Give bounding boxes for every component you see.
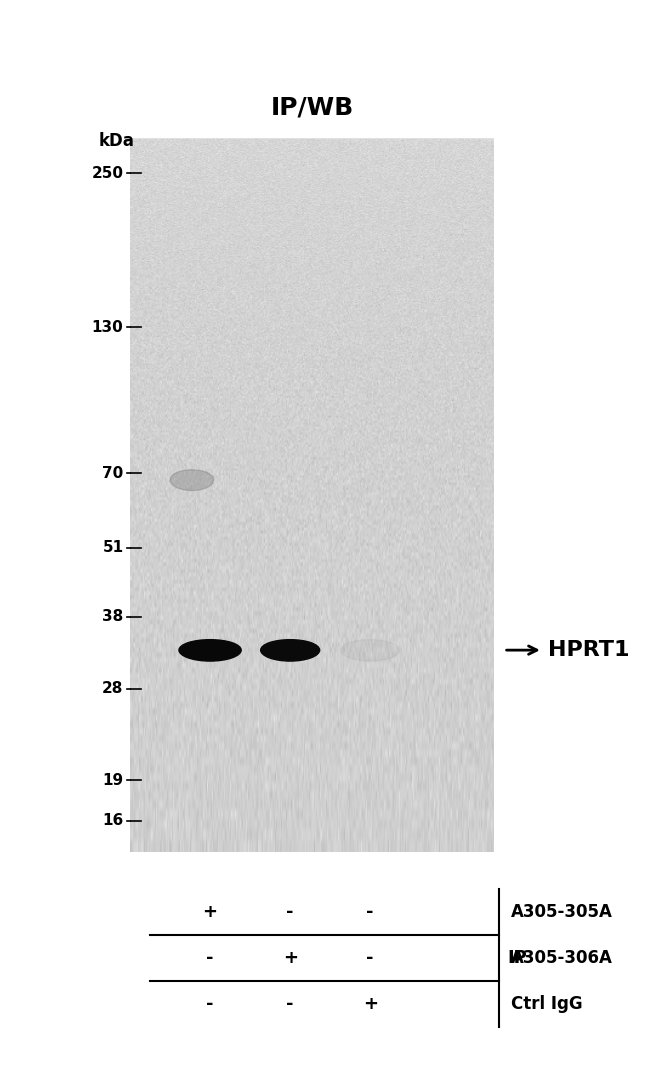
Text: IP/WB: IP/WB [270, 95, 354, 119]
Text: 70: 70 [102, 465, 124, 480]
Text: 250: 250 [92, 166, 124, 181]
Text: +: + [283, 949, 298, 967]
Text: A305-306A: A305-306A [511, 949, 613, 967]
Text: kDa: kDa [99, 132, 135, 150]
Text: HPRT1: HPRT1 [548, 640, 629, 660]
Text: Ctrl IgG: Ctrl IgG [511, 995, 582, 1013]
Text: IP: IP [508, 949, 527, 967]
Text: -: - [287, 903, 294, 921]
Text: +: + [203, 903, 218, 921]
Ellipse shape [261, 640, 320, 661]
Text: -: - [367, 903, 374, 921]
Text: 28: 28 [102, 682, 124, 697]
Text: -: - [367, 949, 374, 967]
Text: -: - [206, 995, 214, 1013]
Text: -: - [287, 995, 294, 1013]
Ellipse shape [179, 640, 241, 661]
Text: 51: 51 [103, 540, 124, 555]
Text: 16: 16 [102, 813, 124, 829]
Text: A305-305A: A305-305A [511, 903, 613, 921]
Text: 130: 130 [92, 320, 124, 334]
Ellipse shape [341, 640, 400, 661]
Text: +: + [363, 995, 378, 1013]
Text: 19: 19 [103, 772, 124, 788]
Text: 38: 38 [102, 609, 124, 624]
Text: -: - [206, 949, 214, 967]
Ellipse shape [170, 470, 214, 491]
